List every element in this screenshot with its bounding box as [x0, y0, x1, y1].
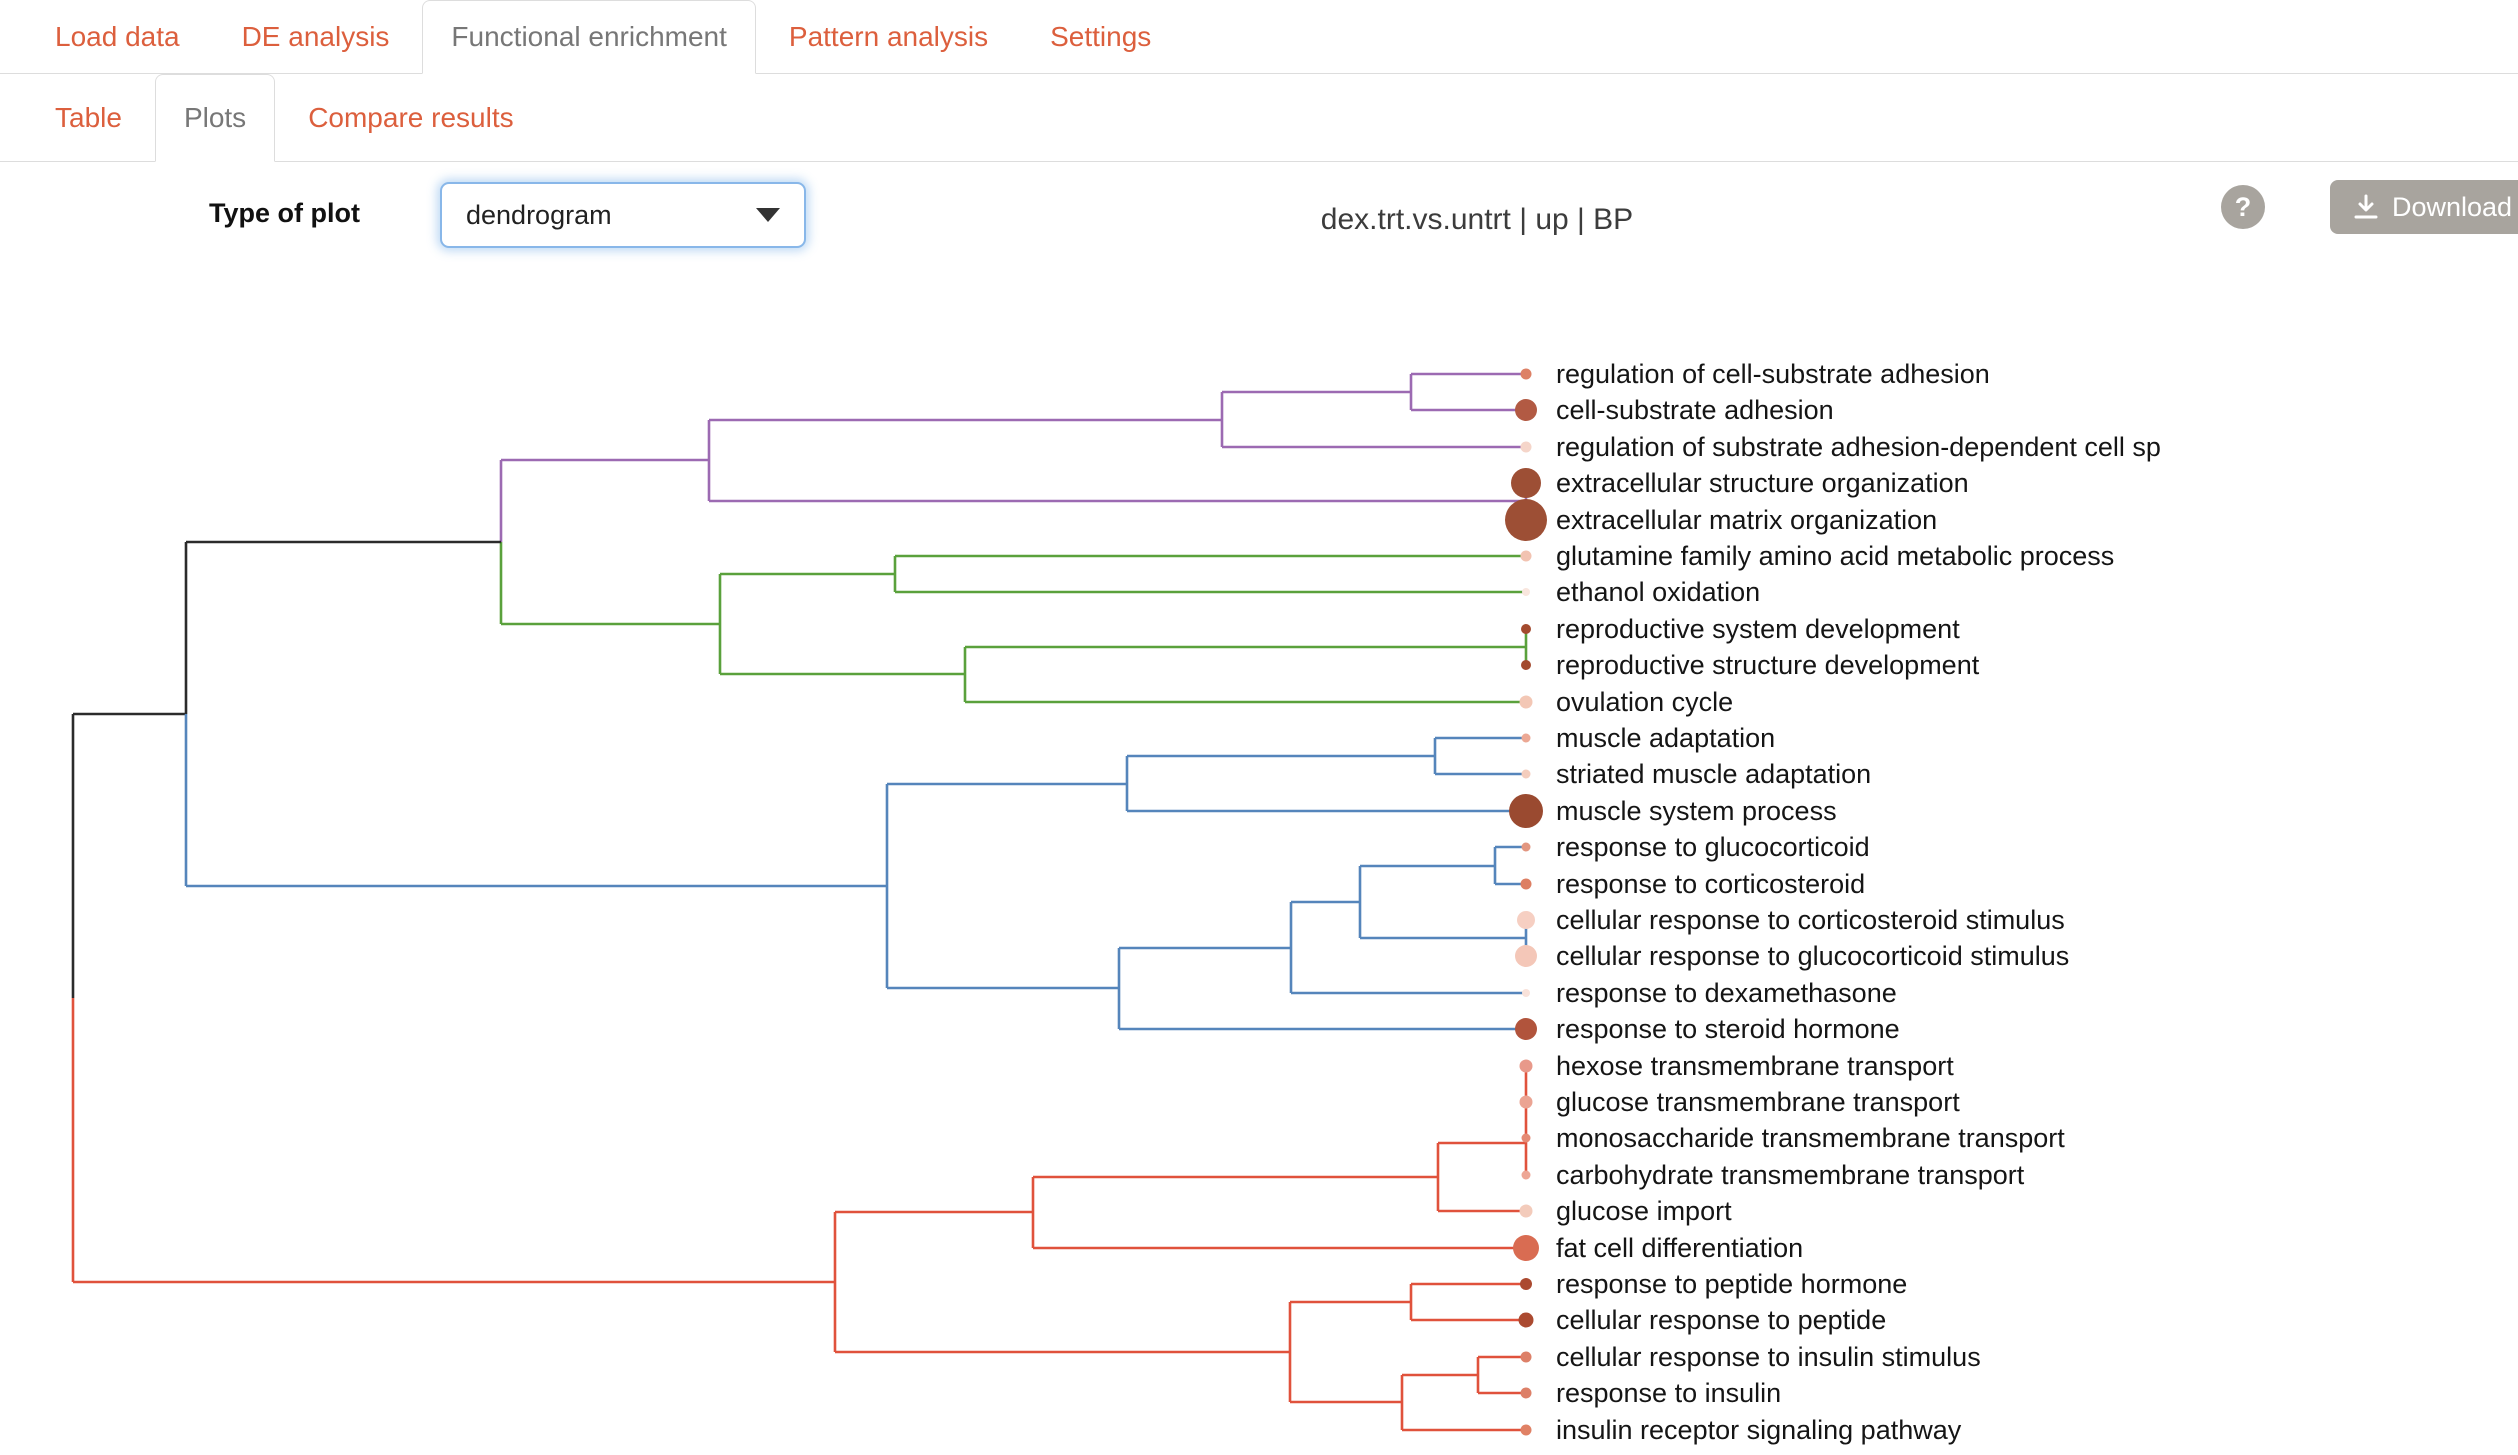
leaf-dot — [1515, 1018, 1537, 1040]
leaf-label: response to steroid hormone — [1556, 1014, 1900, 1044]
leaf-dot — [1520, 1387, 1532, 1399]
leaf-dot — [1521, 769, 1531, 779]
leaf-label: glucose transmembrane transport — [1556, 1087, 1960, 1117]
download-button-label: Download — [2392, 191, 2513, 222]
leaf-label: glucose import — [1556, 1196, 1732, 1226]
tab-compare-results[interactable]: Compare results — [308, 102, 514, 133]
leaf-dot — [1521, 733, 1531, 743]
leaf-dot — [1520, 1278, 1532, 1290]
type-of-plot-label: Type of plot — [209, 198, 360, 228]
leaf-label: regulation of substrate adhesion-depende… — [1556, 432, 2161, 462]
leaf-label: response to insulin — [1556, 1378, 1781, 1408]
tab-functional-enrichment[interactable]: Functional enrichment — [422, 0, 756, 74]
download-button[interactable]: Download — [2330, 180, 2518, 234]
leaf-dot — [1515, 945, 1537, 967]
leaf-dot — [1509, 794, 1543, 828]
leaf-label: muscle system process — [1556, 796, 1837, 826]
leaf-dot — [1520, 1351, 1532, 1363]
leaf-dot — [1518, 1312, 1534, 1328]
leaf-dot — [1513, 1235, 1539, 1261]
leaf-dot — [1521, 1170, 1531, 1180]
leaf-dot — [1521, 660, 1531, 670]
leaf-dot — [1519, 695, 1533, 709]
tab-plots[interactable]: Plots — [154, 74, 276, 162]
plot-title: dex.trt.vs.untrt | up | BP — [1320, 203, 1634, 236]
leaf-dot — [1505, 499, 1547, 541]
leaf-label: response to peptide hormone — [1556, 1269, 1907, 1299]
leaf-label: cellular response to corticosteroid stim… — [1556, 905, 2065, 935]
leaf-label: cellular response to insulin stimulus — [1556, 1342, 1981, 1372]
leaf-dot — [1511, 468, 1541, 498]
plot-type-select[interactable]: dendrogram — [440, 182, 806, 248]
leaf-dot — [1515, 399, 1537, 421]
help-button[interactable]: ? — [2221, 185, 2265, 229]
chevron-down-icon — [756, 208, 780, 222]
leaf-label: ethanol oxidation — [1556, 577, 1760, 607]
leaf-label: cellular response to glucocorticoid stim… — [1556, 941, 2069, 971]
leaf-label: carbohydrate transmembrane transport — [1556, 1160, 2025, 1190]
leaf-label: cell-substrate adhesion — [1556, 395, 1834, 425]
leaf-label: ovulation cycle — [1556, 687, 1733, 717]
download-icon — [2354, 194, 2378, 219]
leaf-label: glutamine family amino acid metabolic pr… — [1556, 541, 2114, 571]
leaf-label: hexose transmembrane transport — [1556, 1051, 1954, 1081]
leaf-dot — [1520, 878, 1532, 890]
leaf-label: striated muscle adaptation — [1556, 759, 1871, 789]
leaf-dot — [1520, 1424, 1532, 1436]
leaf-dot — [1519, 1059, 1533, 1073]
leaf-dot — [1521, 624, 1531, 634]
leaf-dot — [1520, 368, 1532, 380]
leaf-dot — [1522, 989, 1530, 997]
leaf-label: insulin receptor signaling pathway — [1556, 1415, 1962, 1445]
leaf-label: reproductive structure development — [1556, 650, 1980, 680]
leaf-label: fat cell differentiation — [1556, 1233, 1803, 1263]
leaf-dot — [1520, 441, 1532, 453]
tab-table[interactable]: Table — [55, 102, 122, 133]
tab-de-analysis[interactable]: DE analysis — [241, 21, 390, 52]
tab-pattern-analysis[interactable]: Pattern analysis — [788, 21, 989, 52]
leaf-dot — [1519, 1095, 1533, 1109]
main-tabbar: Load data DE analysis Functional enrichm… — [0, 0, 2518, 74]
leaf-label: muscle adaptation — [1556, 723, 1775, 753]
plot-type-value: dendrogram — [466, 199, 612, 230]
leaf-dot — [1521, 1133, 1531, 1143]
leaf-label: response to glucocorticoid — [1556, 832, 1870, 862]
leaf-dot — [1520, 550, 1532, 562]
leaf-label: response to corticosteroid — [1556, 869, 1865, 899]
leaf-dot — [1521, 842, 1531, 852]
leaf-label: reproductive system development — [1556, 614, 1960, 644]
leaf-dot — [1519, 1204, 1533, 1218]
leaf-label: extracellular matrix organization — [1556, 505, 1937, 535]
leaf-label: response to dexamethasone — [1556, 978, 1897, 1008]
leaf-label: regulation of cell-substrate adhesion — [1556, 359, 1990, 389]
leaf-dot — [1522, 588, 1530, 596]
tab-settings[interactable]: Settings — [1050, 21, 1152, 52]
leaf-dot — [1517, 911, 1535, 929]
leaf-label: monosaccharide transmembrane transport — [1556, 1123, 2065, 1153]
tab-load-data[interactable]: Load data — [55, 21, 180, 52]
leaf-label: cellular response to peptide — [1556, 1305, 1886, 1335]
sub-tabbar: Table Plots Compare results — [0, 74, 2518, 162]
leaf-label: extracellular structure organization — [1556, 468, 1969, 498]
